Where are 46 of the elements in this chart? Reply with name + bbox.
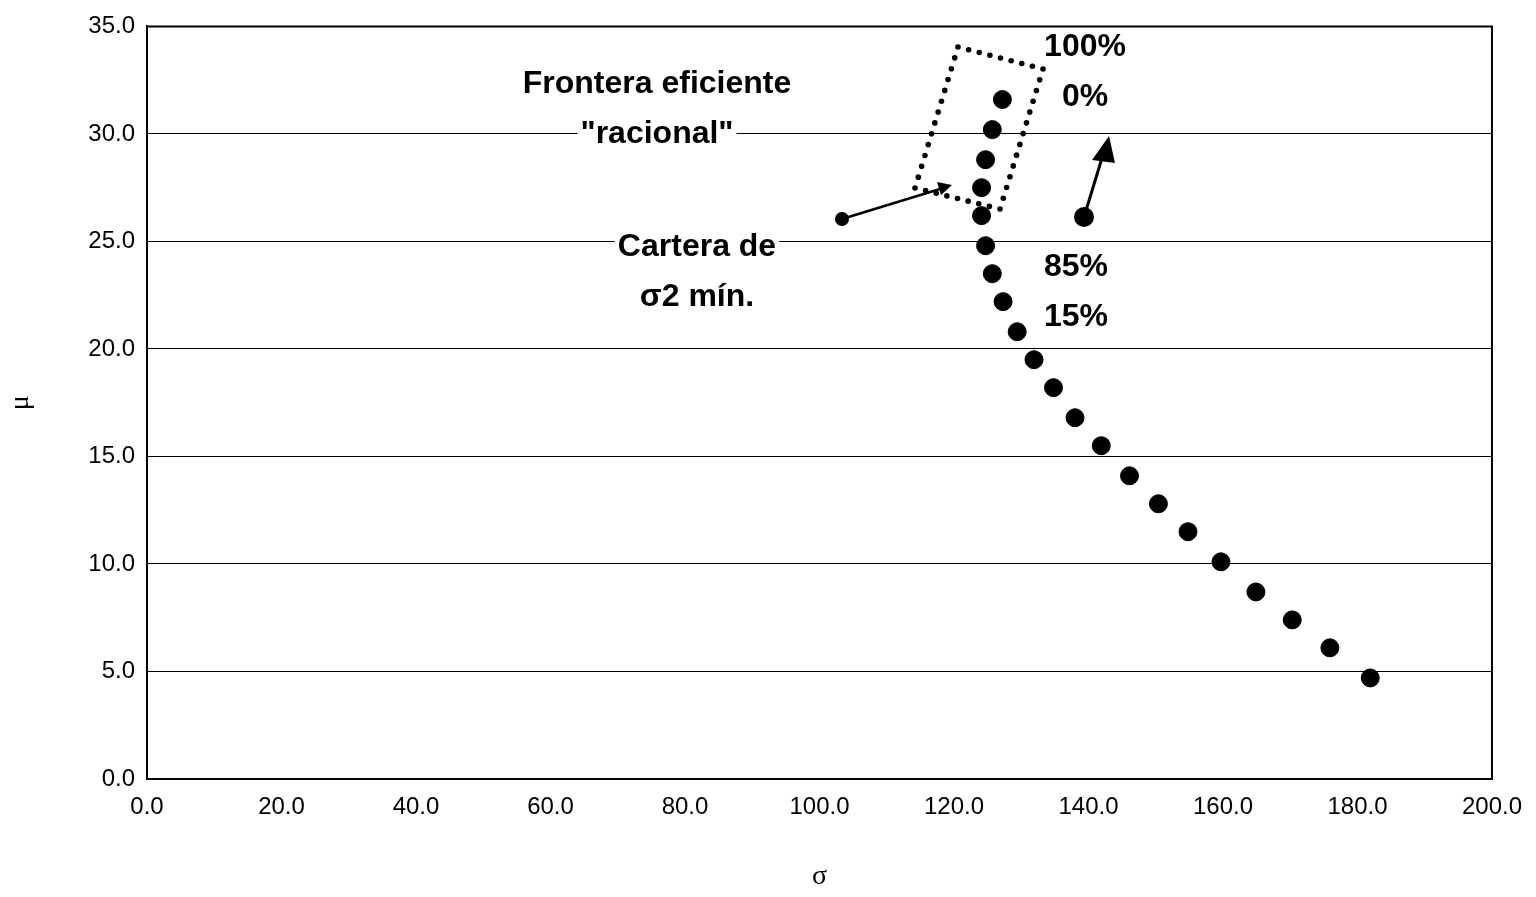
x-tick-label: 40.0 bbox=[392, 792, 440, 820]
x-tick-label: 140.0 bbox=[1058, 792, 1119, 820]
y-tick-label: 20.0 bbox=[88, 333, 135, 361]
point bbox=[1320, 638, 1340, 658]
x-tick-label: 0.0 bbox=[130, 792, 164, 820]
annotation: Cartera de σ2 mín. bbox=[617, 226, 777, 313]
y-tick-label: 5.0 bbox=[101, 656, 135, 684]
point bbox=[992, 90, 1012, 110]
x-tick-label: 80.0 bbox=[661, 792, 709, 820]
point bbox=[1065, 408, 1085, 428]
y-tick-label: 30.0 bbox=[88, 118, 135, 146]
x-tick-label: 160.0 bbox=[1192, 792, 1254, 820]
point bbox=[1282, 610, 1302, 630]
y-tick-label: 35.0 bbox=[88, 11, 135, 39]
point bbox=[982, 120, 1002, 140]
x-tick-label: 60.0 bbox=[527, 792, 574, 820]
x-tick-label: 100.0 bbox=[789, 792, 850, 820]
point bbox=[1120, 466, 1139, 486]
point bbox=[982, 264, 1002, 284]
point bbox=[1024, 350, 1044, 370]
x-tick-label: 120.0 bbox=[923, 792, 985, 820]
point bbox=[976, 236, 996, 256]
annotation: Frontera eficiente "racional" bbox=[522, 63, 792, 150]
annotation: 100% 0% bbox=[1044, 26, 1126, 113]
point bbox=[1211, 552, 1231, 572]
annotation: 85% 15% bbox=[1043, 246, 1109, 333]
point bbox=[1148, 494, 1168, 514]
point bbox=[972, 206, 992, 226]
point bbox=[1178, 522, 1198, 542]
y-tick-label: 0.0 bbox=[101, 763, 135, 791]
point bbox=[1246, 582, 1266, 602]
point bbox=[1360, 668, 1380, 688]
point bbox=[972, 178, 992, 198]
y-tick-label: 10.0 bbox=[88, 548, 135, 576]
y-axis-title: μ bbox=[3, 395, 35, 411]
point bbox=[1044, 378, 1064, 398]
y-tick-label: 25.0 bbox=[88, 226, 135, 254]
x-tick-label: 20.0 bbox=[258, 792, 305, 820]
point bbox=[976, 150, 996, 170]
y-tick-label: 15.0 bbox=[88, 441, 135, 469]
x-tick-label: 200.0 bbox=[1461, 792, 1522, 820]
point bbox=[993, 292, 1013, 312]
x-tick-label: 180.0 bbox=[1327, 792, 1388, 820]
point bbox=[1091, 436, 1111, 456]
x-axis-title: σ bbox=[811, 858, 828, 890]
point bbox=[1007, 322, 1027, 342]
